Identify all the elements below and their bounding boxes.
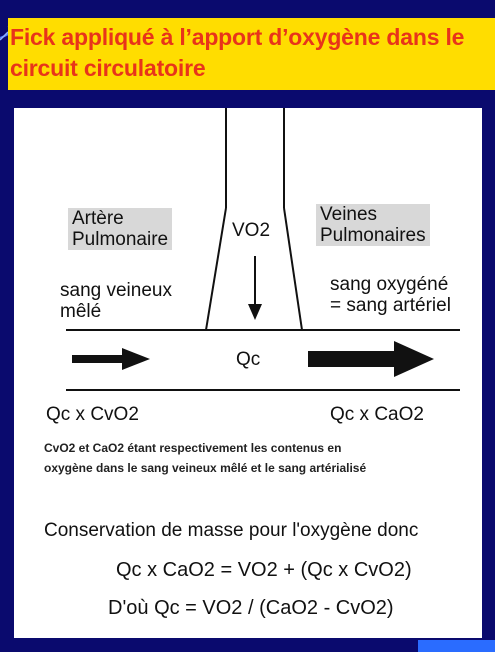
slide-title: Fick appliqué à l’apport d’oxygène dans … — [10, 22, 490, 84]
sang-veineux-label: sang veineux mêlé — [60, 280, 172, 322]
equation-2: D'où Qc = VO2 / (CaO2 - CvO2) — [108, 597, 394, 619]
funnel-left-lower — [205, 207, 227, 331]
qc-cvo2-label: Qc x CvO2 — [46, 404, 139, 425]
vo2-label: VO2 — [232, 220, 271, 241]
funnel-right-lower — [283, 207, 303, 331]
vo2-arrow-head — [248, 304, 262, 320]
definition-note: CvO2 et CaO2 étant respectivement les co… — [44, 441, 367, 475]
artere-pulmonaire-label: Artère Pulmonaire — [68, 208, 173, 250]
fick-diagram-shapes — [66, 108, 460, 391]
title-line-2: circuit circulatoire — [10, 55, 206, 81]
flow-arrow-left-shaft — [72, 355, 124, 363]
veines-pulmonaires-label: Veines Pulmonaires — [316, 204, 430, 246]
equation-1: Qc x CaO2 = VO2 + (Qc x CvO2) — [116, 559, 412, 581]
title-band — [8, 18, 495, 90]
sang-oxygene-label: sang oxygéné = sang artériel — [330, 274, 451, 316]
title-line-1: Fick appliqué à l’apport d’oxygène dans … — [10, 24, 465, 50]
accent-bar — [418, 640, 495, 652]
flow-arrow-right-shaft — [308, 351, 396, 367]
conservation-text: Conservation de masse pour l'oxygène don… — [44, 520, 419, 541]
qc-cao2-label: Qc x CaO2 — [330, 404, 424, 425]
flow-arrow-left-head — [122, 348, 150, 370]
qc-label: Qc — [236, 349, 261, 370]
flow-arrow-right-head — [394, 341, 434, 377]
diagram-panel: Artère Pulmonaire Veines Pulmonaires VO2… — [14, 108, 482, 638]
